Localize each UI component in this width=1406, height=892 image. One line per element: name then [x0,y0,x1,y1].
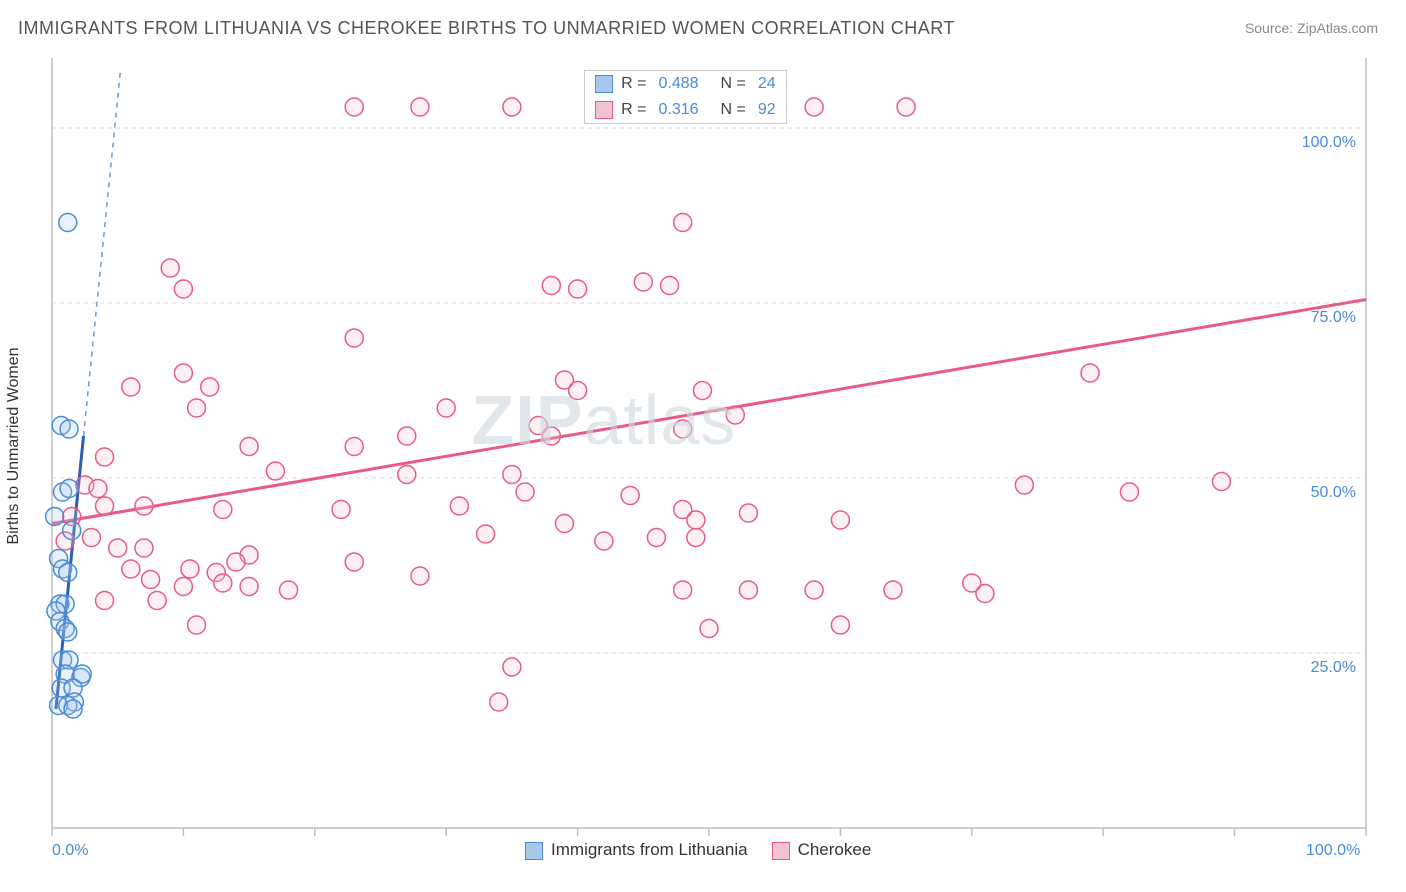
legend-label: Immigrants from Lithuania [551,840,748,859]
chart-title: IMMIGRANTS FROM LITHUANIA VS CHEROKEE BI… [18,18,955,39]
legend-n-value: 92 [758,101,776,119]
legend-r-label: R = [621,101,646,119]
y-tick-label: 25.0% [1296,659,1356,677]
y-axis-label: Births to Unmarried Women [5,347,23,544]
legend-swatch [525,842,543,860]
legend-n-value: 24 [758,75,776,93]
legend-r-value: 0.316 [659,101,699,119]
legend-r-label: R = [621,75,646,93]
legend-label: Cherokee [798,840,872,859]
y-tick-label: 75.0% [1296,309,1356,327]
legend-item: Immigrants from Lithuania [525,840,748,860]
correlation-legend: R = 0.488 N = 24 R = 0.316 N = 92 [584,70,787,124]
legend-swatch [772,842,790,860]
legend-row: R = 0.488 N = 24 [585,71,786,97]
legend-swatch [595,101,613,119]
source-label: Source: ZipAtlas.com [1245,20,1378,36]
legend-swatch [595,75,613,93]
x-tick-label: 100.0% [1306,842,1360,860]
y-tick-label: 100.0% [1296,134,1356,152]
legend-item: Cherokee [772,840,872,860]
legend-row: R = 0.316 N = 92 [585,97,786,123]
legend-n-label: N = [721,101,746,119]
plot-wrap: ZIPatlas R =0.488N =24R =0.316N =92 Immi… [42,48,1382,848]
series-legend: Immigrants from Lithuania Cherokee [525,840,871,860]
x-tick-label: 0.0% [52,842,88,860]
y-tick-label: 50.0% [1296,484,1356,502]
legend-r-value: 0.488 [659,75,699,93]
legend-n-label: N = [721,75,746,93]
scatter-plot [42,48,1382,848]
